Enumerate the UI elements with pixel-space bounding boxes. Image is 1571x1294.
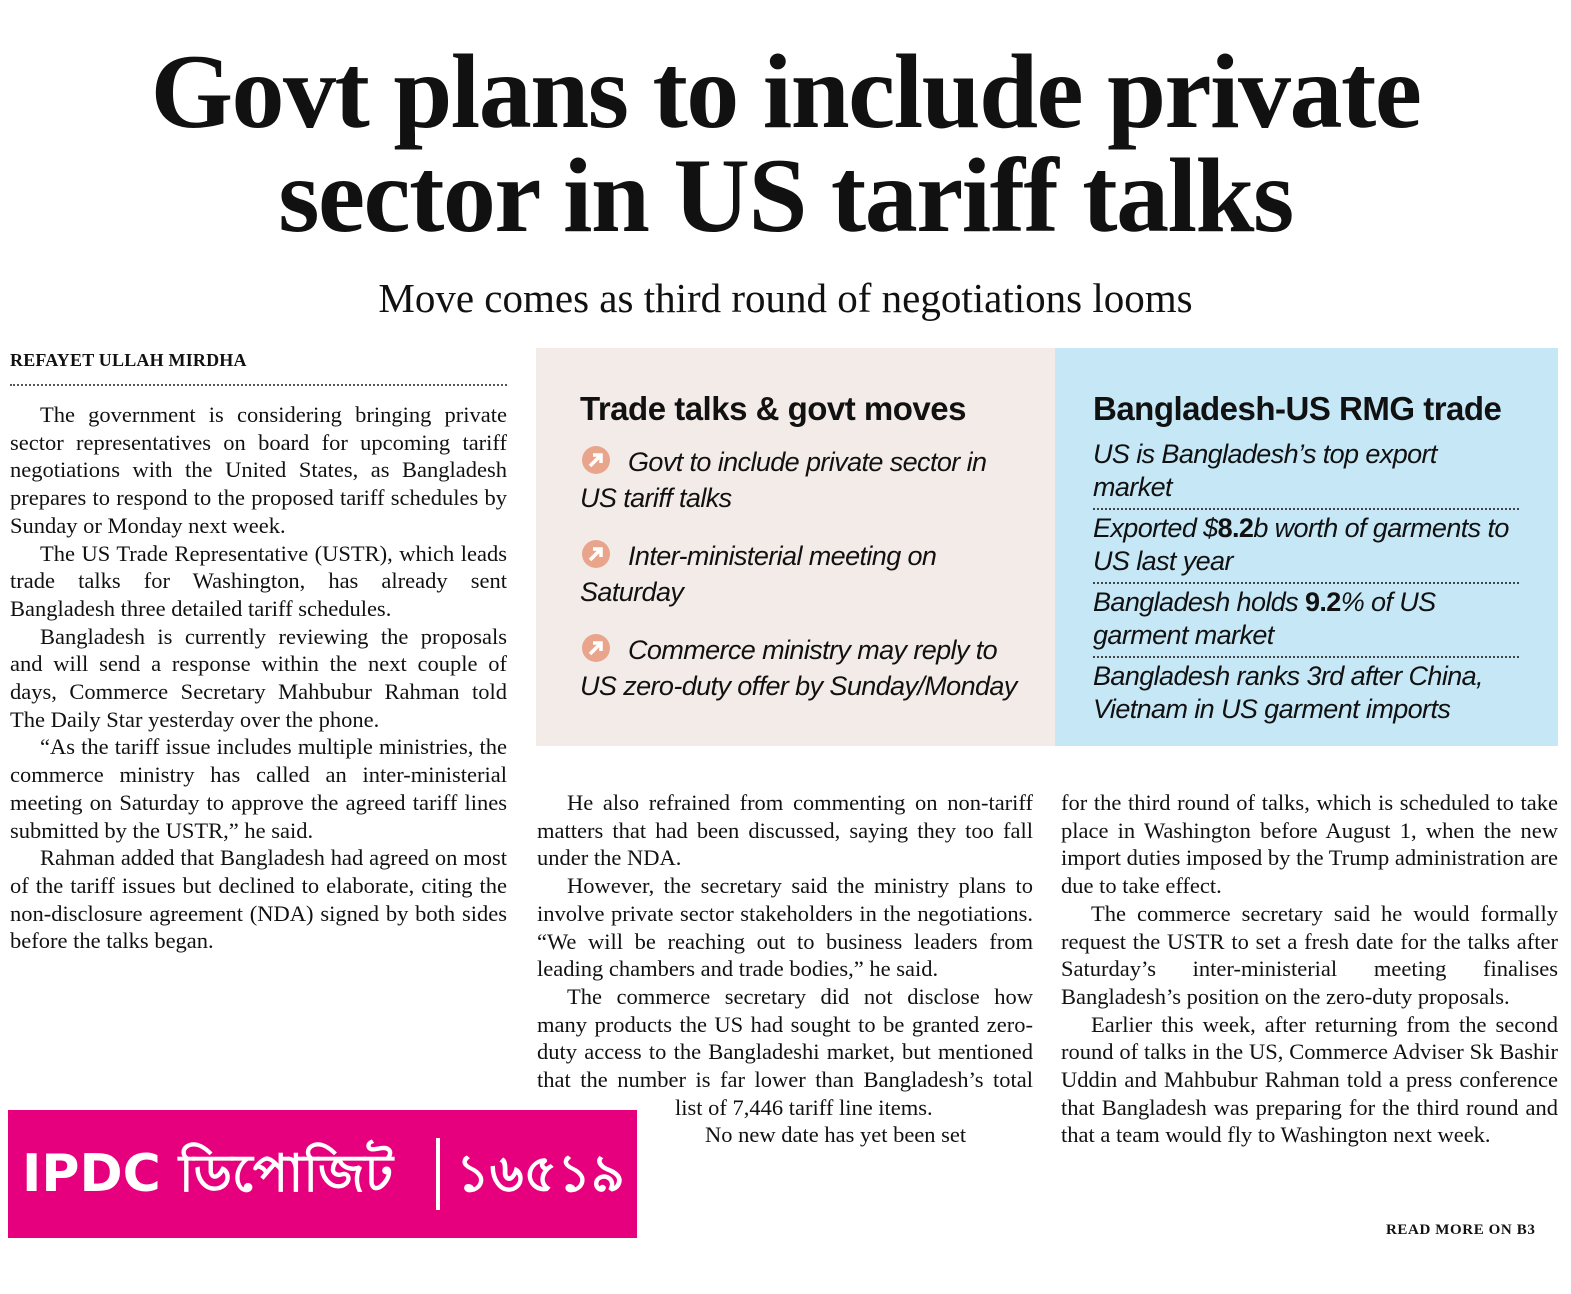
paragraph: for the third round of talks, which is s… (1061, 790, 1558, 899)
factbox-text: Commerce ministry may reply to US zero-d… (580, 635, 1017, 701)
bullet-icon (580, 539, 614, 569)
byline: REFAYET ULLAH MIRDHA (10, 350, 247, 370)
factbox-title: Bangladesh-US RMG trade (1093, 390, 1502, 427)
factbox-text: % of US garment market (1093, 587, 1436, 650)
advert-hotline: ১৬৫১৯ (456, 1144, 625, 1204)
factbox-figure: 8.2 (1217, 513, 1254, 543)
advert[interactable]: IPDC ডিপোজিট ১৬৫১৯ (8, 1110, 637, 1238)
factbox-item: Bangladesh ranks 3rd after China, Vietna… (1093, 658, 1519, 730)
divider (10, 384, 507, 386)
factbox: Trade talks & govt moves Govt to include… (536, 348, 1055, 746)
factbox-item: Commerce ministry may reply to US zero-d… (580, 632, 1020, 704)
factbox-text: Bangladesh holds (1093, 587, 1305, 617)
paragraph: No new date has yet been set (705, 1122, 967, 1148)
bullet-icon (580, 633, 614, 663)
factbox-list: US is Bangladesh’s top export market Expo… (1093, 436, 1519, 730)
factbox-item: Bangladesh holds 9.2% of US garment mark… (1093, 584, 1519, 658)
headline: Govt plans to include private sector in … (0, 33, 1571, 254)
paragraph: He also refrained from commenting on non… (537, 790, 1033, 871)
column: The government is considering bringing p… (10, 401, 507, 955)
advert-brand: IPDC ডিপোজিট (22, 1144, 394, 1204)
factbox-item: Exported $8.2b worth of garments to US l… (1093, 510, 1519, 584)
factbox-text: Bangladesh ranks 3rd after China, Vietna… (1093, 661, 1484, 724)
headline-line: sector in US tariff talks (278, 137, 1294, 254)
column: He also refrained from commenting on non… (536, 789, 1033, 1294)
page: Govt plans to include private sector in … (0, 33, 1571, 1239)
paragraph: The government is considering bringing p… (10, 402, 507, 538)
read-more[interactable]: READ MORE ON B3 (1380, 1222, 1536, 1239)
paragraph: The commerce secretary said he would for… (1061, 900, 1558, 1009)
factbox-item: Govt to include private sector in US tar… (580, 444, 1020, 516)
factbox-item: US is Bangladesh’s top export market (1093, 436, 1519, 510)
column: for the third round of talks, which is s… (1061, 789, 1558, 1149)
factbox-text: Inter-ministerial meeting on Saturday (580, 541, 937, 607)
subheadline: Move comes as third round of negotiation… (378, 275, 1193, 321)
bullet-icon (580, 445, 614, 475)
factbox-text: Govt to include private sector in US tar… (580, 447, 987, 513)
paragraph: Earlier this week, after returning from … (1061, 1011, 1558, 1148)
paragraph: “As the tariff issue includes multiple m… (10, 734, 507, 843)
factbox-text: US is Bangladesh’s top export market (1093, 439, 1437, 502)
paragraph: However, the secretary said the ministry… (537, 873, 1033, 982)
factbox-figure: 9.2 (1304, 587, 1341, 617)
factbox-text: Exported $ (1093, 513, 1218, 543)
paragraph: The US Trade Representative (USTR), whic… (10, 540, 507, 621)
factbox-list: Govt to include private sector in US tar… (580, 444, 1020, 726)
paragraph: The commerce secretary did not disclose … (537, 983, 1033, 1120)
paragraph: Bangladesh is currently reviewing the pr… (10, 623, 507, 732)
factbox-item: Inter-ministerial meeting on Saturday (580, 538, 1020, 610)
paragraph: Rahman added that Bangladesh had agreed … (10, 845, 507, 954)
factbox-text: b worth of garments to US last year (1093, 513, 1509, 576)
factbox-title: Trade talks & govt moves (580, 390, 966, 427)
advert-divider (436, 1138, 440, 1210)
headline-line: Govt plans to include private (150, 33, 1422, 150)
factbox: Bangladesh-US RMG trade US is Bangladesh… (1055, 348, 1558, 746)
